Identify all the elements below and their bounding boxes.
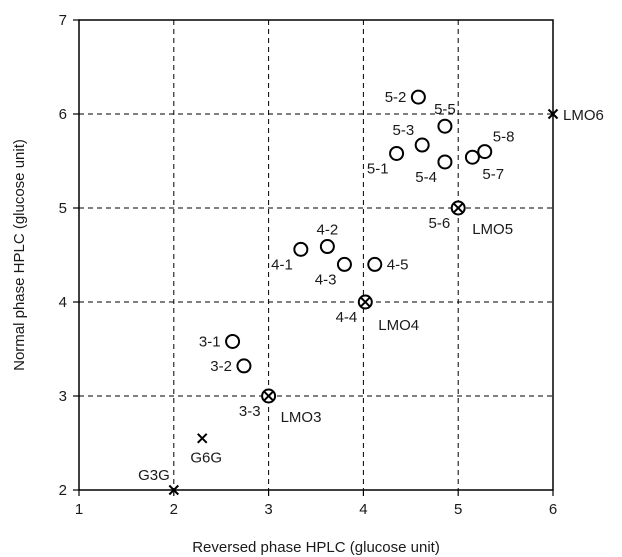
point-label: 4-3	[315, 271, 337, 288]
point-label: 5-6	[429, 215, 451, 232]
plot-frame	[78, 19, 554, 491]
point-label: LMO6	[563, 107, 604, 124]
circle-marker	[367, 256, 383, 272]
point-label: LMO3	[281, 409, 322, 426]
circle-marker	[336, 256, 352, 272]
circle-marker	[236, 358, 252, 374]
x-tick-label: 2	[170, 501, 178, 518]
point-label: G6G	[190, 449, 222, 466]
point-labels: 3-1 3-2 3-3 4-1 4-2 4-3 4-5 4-4 5-1 5-3 5-2 5-5 5-4 5…	[138, 89, 604, 484]
x-tick-label: 3	[264, 501, 272, 518]
point-label: 5-8	[493, 129, 515, 146]
circle-marker	[437, 154, 453, 170]
point-label: 3-2	[210, 358, 232, 375]
circle-marker	[464, 149, 480, 165]
circle-marker	[293, 241, 309, 257]
point-label: 4-4	[336, 309, 358, 326]
data-points	[168, 89, 559, 496]
circle-cross-marker	[450, 200, 466, 216]
circle-marker	[414, 137, 430, 153]
circle-marker	[225, 333, 241, 349]
x-axis-label: Reversed phase HPLC (glucose unit)	[192, 539, 440, 556]
cross-marker	[168, 484, 180, 496]
y-tick-label: 7	[59, 12, 67, 29]
circle-cross-marker	[357, 294, 373, 310]
x-tick-label: 6	[549, 501, 557, 518]
point-label: 4-1	[271, 256, 293, 273]
y-tick-label: 2	[59, 482, 67, 499]
point-label: 5-4	[415, 169, 437, 186]
cross-marker	[197, 433, 208, 444]
point-label: 5-7	[482, 166, 504, 183]
y-tick-label: 4	[59, 294, 67, 311]
point-label: LMO4	[378, 317, 419, 334]
y-tick-label: 6	[59, 106, 67, 123]
point-label: 5-1	[367, 160, 389, 177]
x-tick-label: 1	[75, 501, 83, 518]
circle-marker	[389, 145, 405, 161]
x-tick-label: 4	[359, 501, 367, 518]
point-label: 3-1	[199, 333, 221, 350]
point-label: 5-2	[385, 89, 407, 106]
y-axis-label: Normal phase HPLC (glucose unit)	[11, 139, 28, 371]
y-tick-label: 5	[59, 200, 67, 217]
point-label: LMO5	[472, 221, 513, 238]
circle-marker	[477, 144, 493, 160]
y-tick-label: 3	[59, 388, 67, 405]
point-label: 4-5	[387, 256, 409, 273]
x-tick-label: 5	[454, 501, 462, 518]
circle-marker	[319, 239, 335, 255]
point-label: 3-3	[239, 403, 261, 420]
circle-marker	[437, 118, 453, 134]
grid-lines	[79, 20, 553, 490]
point-label: 4-2	[317, 222, 339, 239]
cross-marker	[547, 108, 559, 120]
point-label: 5-3	[392, 122, 414, 139]
point-label: G3G	[138, 467, 170, 484]
circle-marker	[410, 89, 426, 105]
circle-cross-marker	[261, 388, 277, 404]
point-label: 5-5	[434, 101, 456, 118]
